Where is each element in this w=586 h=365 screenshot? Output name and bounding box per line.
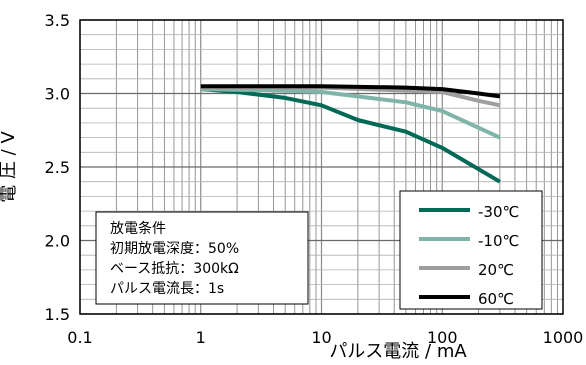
y-tick-label: 2.5 <box>45 158 70 177</box>
legend-label: -10℃ <box>478 232 519 250</box>
x-tick-label: 1000 <box>543 328 584 347</box>
legend-label: -30℃ <box>478 203 519 221</box>
series-line <box>200 87 501 184</box>
x-axis-title: パルス電流 / mA <box>329 341 467 362</box>
series-line <box>200 84 501 99</box>
annotation-frame <box>95 211 309 305</box>
conditions-annotation-box: 放電条件 初期放電深度：50% ベース抵抗：300kΩ パルス電流長：1s <box>95 211 309 305</box>
x-tick-label: 1 <box>196 328 206 347</box>
legend: -30℃ -10℃ 20℃ 60℃ <box>399 190 543 310</box>
y-tick-label: 3.0 <box>45 85 70 104</box>
series-lines <box>200 84 501 184</box>
annotation-line: パルス電流長：1s <box>110 281 224 297</box>
x-tick-label: 0.1 <box>67 328 92 347</box>
annotation-line: 初期放電深度：50% <box>110 240 239 257</box>
y-axis-title: 電 圧 / V <box>0 131 19 203</box>
x-tick-label: 100 <box>427 328 458 347</box>
legend-label: 20℃ <box>478 261 514 279</box>
legend-label: 60℃ <box>478 290 514 308</box>
series-line <box>200 87 501 140</box>
y-tick-label: 3.5 <box>45 11 70 30</box>
x-tick-label: 10 <box>311 328 331 347</box>
plot-frame <box>79 19 564 315</box>
y-tick-labels: 1.5 2.0 2.5 3.0 3.5 <box>45 11 70 324</box>
annotation-line: ベース抵抗：300kΩ <box>110 261 239 277</box>
x-tick-labels: 0.1 1 10 100 1000 <box>67 328 583 347</box>
annotation-line: 放電条件 <box>110 220 166 237</box>
y-tick-label: 1.5 <box>45 305 70 324</box>
y-tick-label: 2.0 <box>45 232 70 251</box>
